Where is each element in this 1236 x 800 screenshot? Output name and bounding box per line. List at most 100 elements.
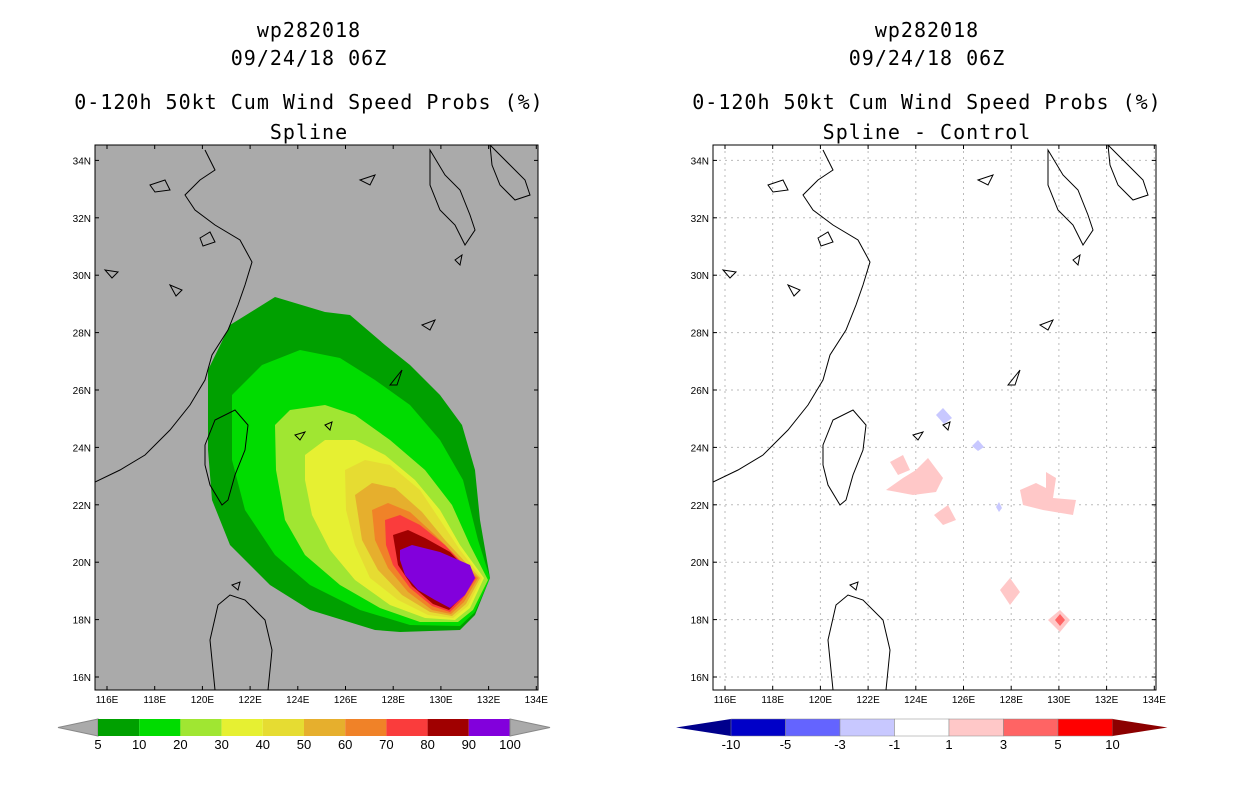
colorbar-right-end [1112, 719, 1168, 736]
colorbar-left-end [57, 718, 99, 737]
lat-label: 16N [73, 673, 91, 684]
colorbar-label: 1 [945, 737, 952, 752]
left-axis-ticks: 116E 118E 120E 122E 124E 126E 128E 130E 132E 134E… [73, 145, 549, 706]
lat-label: 18N [691, 616, 709, 627]
lat-label: 22N [691, 501, 709, 512]
colorbar-swatch [221, 719, 263, 736]
lon-label: 118E [143, 695, 166, 706]
lat-label: 30N [73, 271, 91, 282]
colorbar-swatch [262, 719, 304, 736]
colorbar-swatch [785, 718, 841, 737]
lon-label: 130E [429, 695, 453, 706]
colorbar-swatch [139, 719, 181, 736]
lon-label: 120E [191, 695, 215, 706]
lon-label: 132E [1095, 695, 1119, 706]
colorbar-label: 5 [94, 737, 101, 752]
colorbar-label: -5 [780, 737, 792, 752]
colorbar-swatch [386, 719, 428, 736]
diff-positive-3 [934, 505, 956, 525]
right-difference-contours [886, 408, 1076, 632]
colorbar-left-end [676, 719, 731, 736]
colorbar-label: 30 [214, 737, 228, 752]
colorbar-swatch [894, 718, 950, 737]
right-map-frame [712, 144, 1157, 691]
left-coastlines [95, 145, 531, 690]
colorbar-label: 5 [1054, 737, 1061, 752]
lat-label: 26N [691, 386, 709, 397]
right-coastlines [713, 145, 1149, 690]
right-storm-id: wp282018 [874, 18, 980, 42]
lat-label: 16N [691, 673, 709, 684]
lat-label: 32N [691, 214, 709, 225]
colorbar-label: 70 [379, 737, 393, 752]
left-panel: wp282018 09/24/18 06Z 0-120h 50kt Cum Wi… [57, 18, 551, 752]
left-subtitle: Spline [269, 120, 349, 144]
colorbar-label: 10 [132, 737, 146, 752]
right-title: 0-120h 50kt Cum Wind Speed Probs (%) [692, 90, 1162, 114]
colorbar-label: 60 [338, 737, 352, 752]
lon-label: 118E [761, 695, 784, 706]
left-title: 0-120h 50kt Cum Wind Speed Probs (%) [74, 90, 544, 114]
right-colorbar: -10 -5 -3 -1 1 3 5 10 [676, 718, 1168, 752]
lon-label: 126E [952, 695, 976, 706]
diff-positive-2 [886, 458, 943, 495]
right-subtitle: Spline - Control [822, 120, 1032, 144]
left-datetime: 09/24/18 06Z [230, 46, 388, 70]
right-map-svg: 116E 118E 120E 122E 124E 126E 128E 130E 132E 134E… [676, 144, 1168, 752]
colorbar-swatch [1057, 718, 1113, 737]
colorbar-swatch [98, 719, 140, 736]
lat-label: 20N [691, 558, 709, 569]
lat-label: 22N [73, 501, 91, 512]
right-panel: wp282018 09/24/18 06Z 0-120h 50kt Cum Wi… [618, 0, 1236, 800]
lat-label: 28N [73, 329, 91, 340]
prob-band-90 [400, 545, 475, 608]
colorbar-label: 10 [1105, 737, 1119, 752]
diff-negative-3 [996, 502, 1002, 512]
colorbar-swatch [180, 719, 222, 736]
lon-label: 122E [238, 695, 262, 706]
colorbar-label: 20 [173, 737, 187, 752]
left-map-frame [94, 144, 539, 691]
colorbar-label: 90 [462, 737, 476, 752]
colorbar-swatch [468, 719, 510, 736]
left-colorbar: 5 10 20 30 40 50 60 70 80 90 100 [57, 718, 551, 752]
lat-label: 20N [73, 558, 91, 569]
lon-label: 116E [96, 695, 119, 706]
lat-label: 24N [73, 443, 91, 454]
diff-positive-1 [890, 455, 910, 475]
colorbar-swatch [345, 719, 387, 736]
lon-label: 128E [1000, 695, 1024, 706]
colorbar-swatch [839, 718, 895, 737]
diff-negative-1 [936, 408, 952, 424]
lat-label: 24N [691, 443, 709, 454]
left-map-svg: 116E 118E 120E 122E 124E 126E 128E 130E 132E 134E… [57, 144, 551, 752]
lon-label: 116E [714, 695, 737, 706]
lon-label: 120E [809, 695, 833, 706]
lon-label: 132E [477, 695, 501, 706]
colorbar-label: 40 [256, 737, 270, 752]
lon-label: 122E [856, 695, 880, 706]
left-probability-contours [208, 297, 490, 632]
lon-label: 124E [904, 695, 928, 706]
left-storm-id: wp282018 [256, 18, 362, 42]
diff-positive-7 [1055, 614, 1065, 626]
colorbar-label: -10 [722, 737, 741, 752]
colorbar-swatch [1003, 718, 1059, 737]
lat-label: 18N [73, 616, 91, 627]
lat-label: 34N [691, 156, 709, 167]
colorbar-label: -1 [889, 737, 901, 752]
right-gridlines [713, 145, 1156, 690]
colorbar-label: 50 [297, 737, 311, 752]
right-axis-ticks: 116E 118E 120E 122E 124E 126E 128E 130E 132E 134E… [691, 145, 1167, 706]
lon-label: 126E [334, 695, 358, 706]
diff-positive-5 [1000, 578, 1020, 605]
colorbar-right-end [509, 718, 551, 737]
lon-label: 128E [382, 695, 406, 706]
lat-label: 26N [73, 386, 91, 397]
right-datetime: 09/24/18 06Z [848, 46, 1006, 70]
lat-label: 30N [691, 271, 709, 282]
lat-label: 34N [73, 156, 91, 167]
lon-label: 130E [1047, 695, 1071, 706]
lon-label: 134E [525, 695, 549, 706]
lon-label: 134E [1143, 695, 1167, 706]
